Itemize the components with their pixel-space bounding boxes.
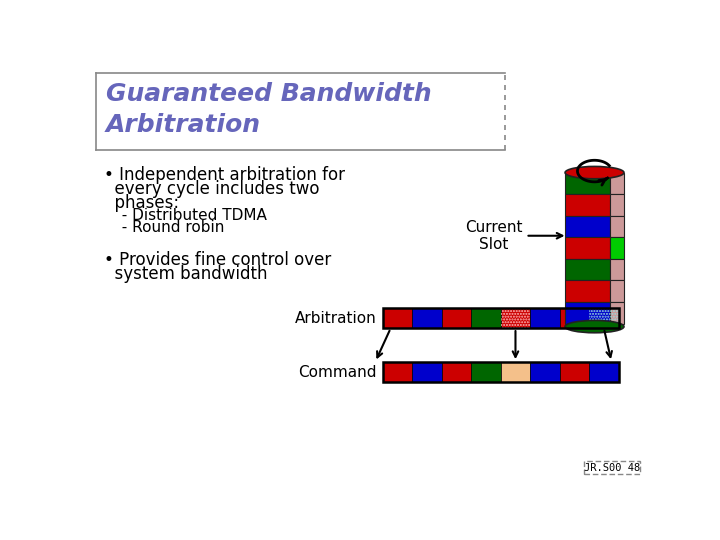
Bar xyxy=(559,362,589,382)
Bar xyxy=(565,237,610,259)
Bar xyxy=(383,308,413,328)
Bar xyxy=(442,308,472,328)
Bar xyxy=(589,362,618,382)
Bar xyxy=(442,362,472,382)
Bar xyxy=(589,308,618,328)
Text: Current
Slot: Current Slot xyxy=(465,220,523,252)
Bar xyxy=(413,308,442,328)
Bar xyxy=(472,362,500,382)
Text: • Independent arbitration for: • Independent arbitration for xyxy=(104,166,345,185)
Text: • Provides fine control over: • Provides fine control over xyxy=(104,251,331,269)
Ellipse shape xyxy=(565,166,624,179)
Bar xyxy=(565,302,610,323)
Bar xyxy=(383,308,618,328)
Bar xyxy=(530,362,559,382)
Bar xyxy=(565,215,610,237)
Text: - Distributed TDMA: - Distributed TDMA xyxy=(112,208,266,223)
Text: Guaranteed Bandwidth: Guaranteed Bandwidth xyxy=(106,82,431,106)
Bar xyxy=(585,461,640,475)
Text: Arbitration: Arbitration xyxy=(295,310,377,326)
Bar xyxy=(610,259,624,280)
Bar xyxy=(610,280,624,302)
Text: phases:: phases: xyxy=(104,194,179,212)
Text: - Round robin: - Round robin xyxy=(112,220,224,235)
Bar xyxy=(565,259,610,280)
Bar xyxy=(500,308,530,328)
Bar xyxy=(565,173,610,194)
Text: Command: Command xyxy=(298,364,377,380)
Bar xyxy=(472,308,500,328)
Bar xyxy=(383,362,618,382)
Bar xyxy=(610,173,624,194)
Bar xyxy=(610,302,624,323)
Text: system bandwidth: system bandwidth xyxy=(104,265,267,283)
Bar xyxy=(559,308,589,328)
Bar xyxy=(610,194,624,215)
Text: every cycle includes two: every cycle includes two xyxy=(104,180,320,198)
Bar xyxy=(565,280,610,302)
Bar xyxy=(500,308,530,328)
Bar xyxy=(383,362,413,382)
Bar xyxy=(610,215,624,237)
Bar xyxy=(589,308,618,328)
Text: JR.S00 48: JR.S00 48 xyxy=(584,462,641,472)
Text: Arbitration: Arbitration xyxy=(106,112,261,137)
Bar xyxy=(500,362,530,382)
Bar xyxy=(565,194,610,215)
Ellipse shape xyxy=(565,320,624,333)
Bar xyxy=(610,237,624,259)
Bar xyxy=(413,362,442,382)
Bar xyxy=(530,308,559,328)
